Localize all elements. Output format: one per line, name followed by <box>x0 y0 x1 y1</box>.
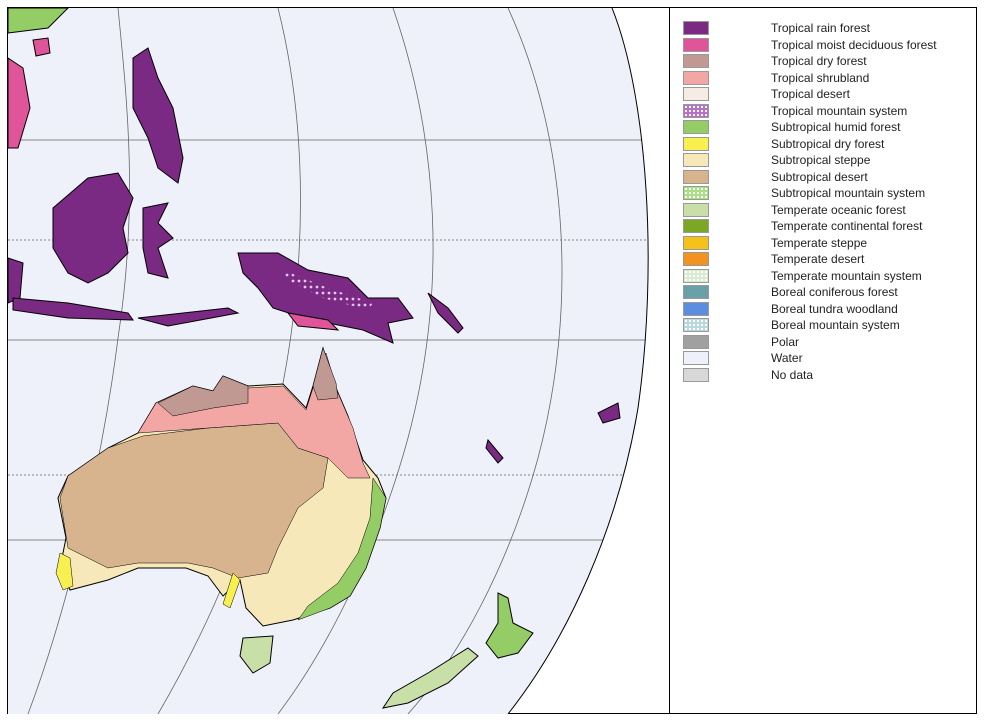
philippines <box>132 47 184 184</box>
legend-label: Tropical dry forest <box>771 54 867 69</box>
fiji <box>597 402 621 424</box>
landmasses <box>8 8 621 709</box>
legend-item: Subtropical steppe <box>683 152 937 169</box>
australia-desert <box>59 422 329 579</box>
legend-swatch <box>683 70 709 85</box>
legend-item: Boreal mountain system <box>683 317 937 334</box>
legend-label: Temperate oceanic forest <box>771 202 906 217</box>
legend-swatch <box>683 318 709 333</box>
legend-item: Temperate desert <box>683 251 937 268</box>
legend-swatch <box>683 235 709 250</box>
legend-label: Temperate desert <box>771 252 865 267</box>
legend-label: Temperate steppe <box>771 235 868 250</box>
sulawesi <box>142 202 174 279</box>
indochina <box>8 57 31 149</box>
legend-swatch <box>683 21 709 36</box>
legend-swatch <box>683 219 709 234</box>
legend-item: Subtropical desert <box>683 169 937 186</box>
asia-mainland <box>8 8 70 34</box>
solomon-islands <box>427 292 464 334</box>
legend-label: Tropical moist deciduous forest <box>771 37 937 52</box>
new-guinea-mountains <box>283 270 373 310</box>
legend-item: Temperate mountain system <box>683 268 937 285</box>
legend-label: Temperate mountain system <box>771 268 922 283</box>
legend-item: Boreal coniferous forest <box>683 284 937 301</box>
graticule <box>8 8 649 714</box>
legend-item: Tropical rain forest <box>683 20 937 37</box>
legend-label: Tropical mountain system <box>771 103 908 118</box>
legend-swatch <box>683 37 709 52</box>
sumatra <box>8 257 24 304</box>
south-dry-forest <box>222 572 241 609</box>
legend-label: Boreal coniferous forest <box>771 285 898 300</box>
legend-label: Tropical shrubland <box>771 70 870 85</box>
legend-item: Tropical shrubland <box>683 70 937 87</box>
legend-swatch <box>683 301 709 316</box>
legend-swatch <box>683 54 709 69</box>
legend-item: No data <box>683 367 937 384</box>
east-coast-humid-forest <box>297 477 387 621</box>
legend-swatch <box>683 334 709 349</box>
legend-item: Polar <box>683 334 937 351</box>
globe-edge <box>507 8 649 714</box>
legend-label: Subtropical mountain system <box>771 186 926 201</box>
legend-swatch <box>683 103 709 118</box>
legend: Tropical rain forest Tropical moist decid… <box>683 20 937 383</box>
southwest-dry-forest <box>55 552 74 591</box>
legend-divider <box>669 7 670 714</box>
legend-swatch <box>683 136 709 151</box>
borneo <box>52 172 134 284</box>
legend-item: Tropical moist deciduous forest <box>683 37 937 54</box>
tasmania <box>239 635 274 674</box>
legend-label: Polar <box>771 334 800 349</box>
legend-item: Temperate continental forest <box>683 218 937 235</box>
legend-item: Temperate steppe <box>683 235 937 252</box>
legend-swatch <box>683 169 709 184</box>
legend-item: Boreal tundra woodland <box>683 301 937 318</box>
legend-label: No data <box>771 367 814 382</box>
legend-label: Boreal mountain system <box>771 318 900 333</box>
australia-dry-forest-north <box>157 375 249 417</box>
legend-label: Temperate continental forest <box>771 219 923 234</box>
legend-swatch <box>683 351 709 366</box>
legend-swatch <box>683 252 709 267</box>
legend-label: Subtropical dry forest <box>771 136 885 151</box>
new-zealand-south <box>381 647 479 709</box>
legend-item: Temperate oceanic forest <box>683 202 937 219</box>
legend-swatch <box>683 268 709 283</box>
legend-item: Tropical mountain system <box>683 103 937 120</box>
legend-label: Subtropical desert <box>771 169 868 184</box>
legend-swatch <box>683 285 709 300</box>
lesser-sunda <box>137 307 240 327</box>
legend-label: Tropical rain forest <box>771 21 870 36</box>
cape-york-dry-forest <box>312 347 339 401</box>
legend-label: Subtropical humid forest <box>771 120 901 135</box>
ocean <box>8 8 649 714</box>
vanuatu <box>485 438 504 464</box>
legend-label: Water <box>771 351 803 366</box>
legend-swatch <box>683 367 709 382</box>
legend-label: Subtropical steppe <box>771 153 871 168</box>
legend-item: Subtropical mountain system <box>683 185 937 202</box>
legend-item: Tropical dry forest <box>683 53 937 70</box>
new-zealand-north <box>485 592 534 659</box>
legend-swatch <box>683 87 709 102</box>
legend-label: Tropical desert <box>771 87 850 102</box>
ecological-zones-map <box>8 8 649 714</box>
legend-swatch <box>683 153 709 168</box>
legend-item: Subtropical humid forest <box>683 119 937 136</box>
legend-swatch <box>683 202 709 217</box>
legend-item: Subtropical dry forest <box>683 136 937 153</box>
legend-label: Boreal tundra woodland <box>771 301 898 316</box>
new-guinea-south <box>286 312 340 331</box>
legend-item: Tropical desert <box>683 86 937 103</box>
hainan <box>32 37 51 57</box>
legend-swatch <box>683 120 709 135</box>
java <box>12 297 134 321</box>
legend-swatch <box>683 186 709 201</box>
legend-item: Water <box>683 350 937 367</box>
